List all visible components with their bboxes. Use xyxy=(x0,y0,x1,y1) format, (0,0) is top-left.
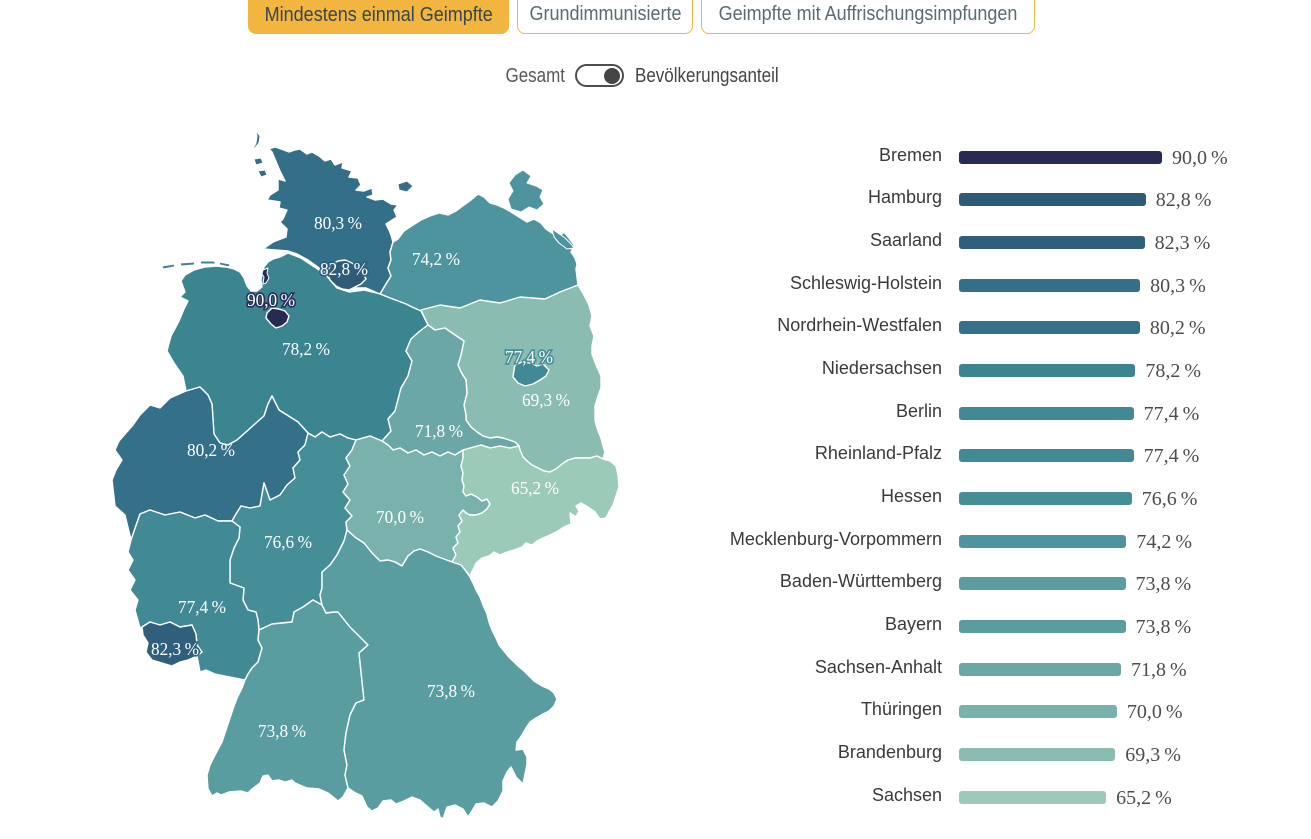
svg-text:78,2 %: 78,2 % xyxy=(282,339,330,359)
svg-text:74,2 %: 74,2 % xyxy=(412,249,460,269)
svg-text:65,2 %: 65,2 % xyxy=(511,478,559,498)
svg-text:71,8 %: 71,8 % xyxy=(415,421,463,441)
svg-text:77,4 %: 77,4 % xyxy=(178,597,226,617)
svg-text:73,8 %: 73,8 % xyxy=(258,721,306,741)
svg-text:77,4 %: 77,4 % xyxy=(505,347,553,367)
svg-text:76,6 %: 76,6 % xyxy=(264,532,312,552)
svg-text:73,8 %: 73,8 % xyxy=(427,681,475,701)
svg-text:80,2 %: 80,2 % xyxy=(187,440,235,460)
svg-text:82,3 %: 82,3 % xyxy=(151,639,199,659)
svg-text:69,3 %: 69,3 % xyxy=(522,390,570,410)
svg-text:90,0 %: 90,0 % xyxy=(247,290,295,310)
svg-text:80,3 %: 80,3 % xyxy=(314,213,362,233)
svg-text:82,8 %: 82,8 % xyxy=(320,259,368,279)
svg-text:70,0 %: 70,0 % xyxy=(376,507,424,527)
